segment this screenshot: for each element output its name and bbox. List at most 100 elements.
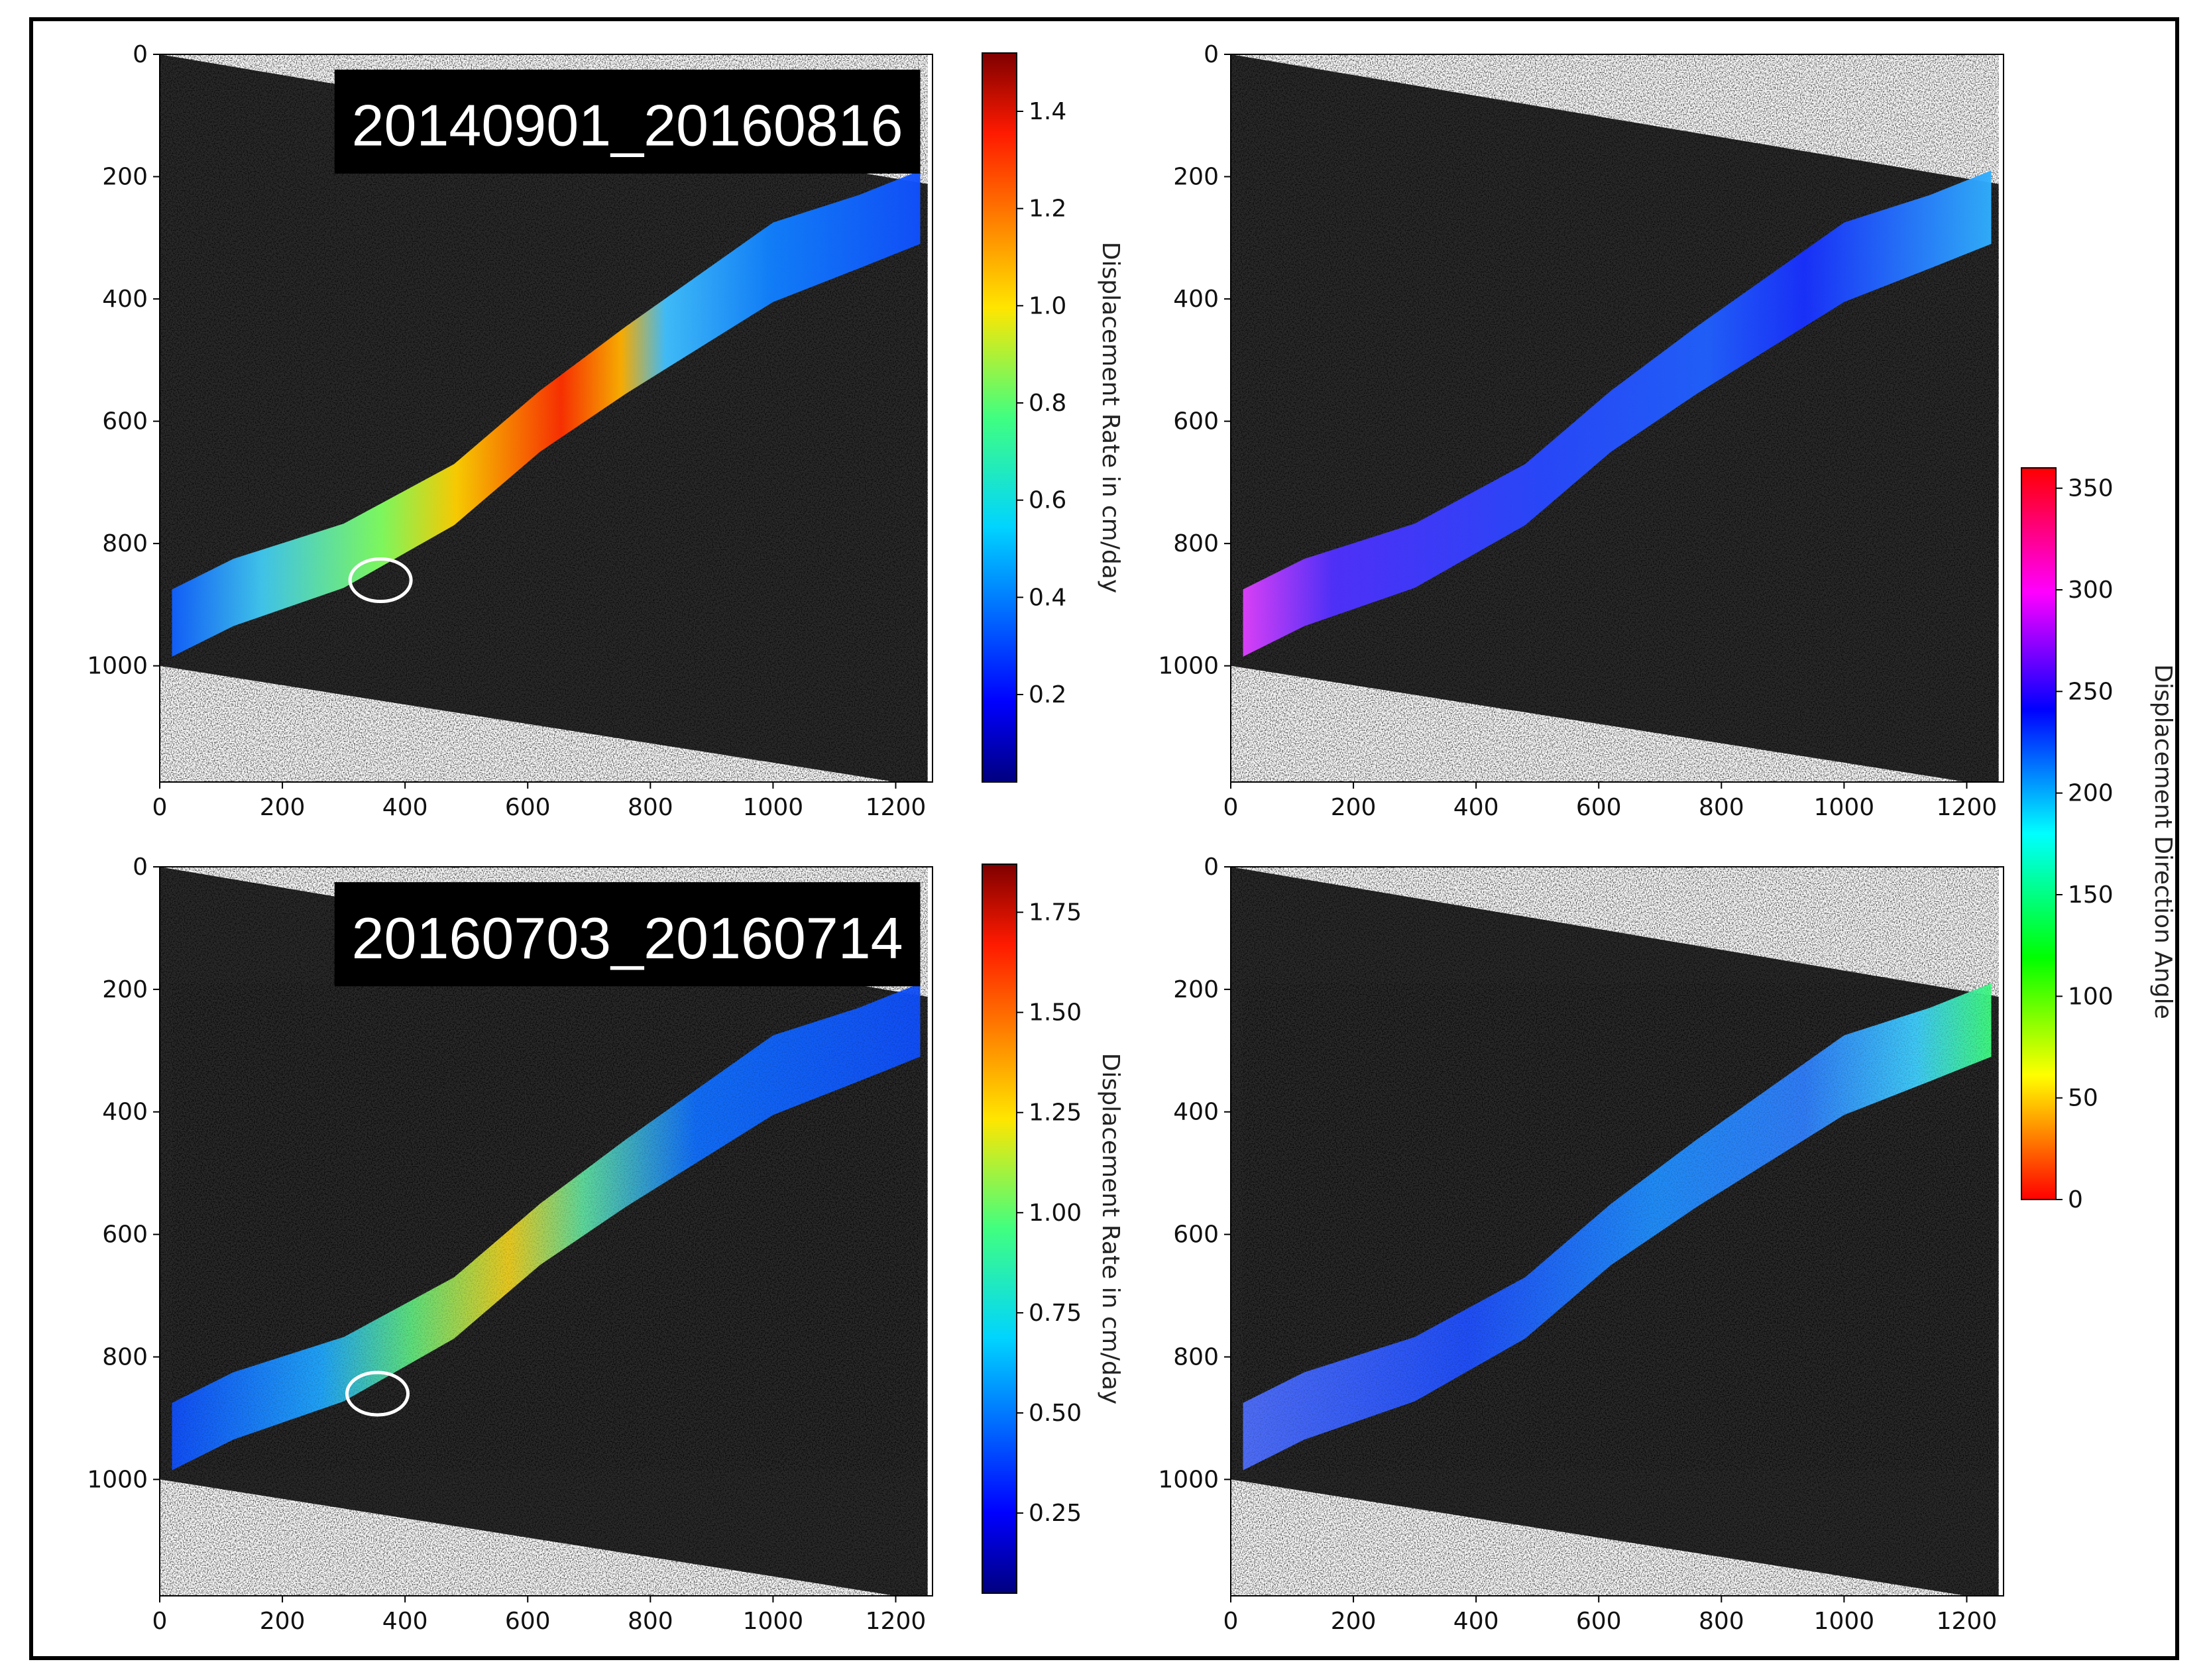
y-tick-label: 0 [133, 854, 148, 881]
figure-frame [29, 17, 2179, 1660]
y-tick-label: 0 [133, 41, 148, 68]
y-tick-label: 600 [102, 408, 148, 435]
x-tick-label: 0 [1223, 794, 1239, 821]
colorbar-label: Displacement Rate in cm/day [1097, 1053, 1124, 1404]
x-tick-label: 200 [1331, 794, 1377, 821]
x-tick-label: 200 [1331, 1608, 1377, 1635]
glacier-overlay-noise [172, 983, 921, 1471]
panel-top-right: 0 200 400 600 800 1000 1200 0 200 400 600 800 1000 [1158, 41, 2004, 821]
panel-top-left: 0 200 400 600 800 1000 1200 0 200 400 600 800 1000 20… [87, 41, 1124, 821]
y-tick-label: 200 [1173, 976, 1219, 1003]
x-tick-label: 800 [1699, 1608, 1744, 1635]
x-tick-label: 400 [1453, 1608, 1499, 1635]
colorbar-gradient [982, 52, 1017, 783]
x-tick-label: 1200 [1937, 1608, 1998, 1635]
y-tick-label: 400 [102, 1099, 148, 1126]
colorbar-tick-label: 1.0 [1029, 292, 1066, 319]
x-tick-label: 800 [628, 794, 673, 821]
x-tick-label: 1000 [743, 1608, 804, 1635]
x-tick-label: 600 [1576, 1608, 1622, 1635]
x-tick-label: 200 [260, 794, 306, 821]
colorbar-tick-label: 1.4 [1029, 98, 1066, 125]
glacier-overlay [1243, 170, 1992, 657]
colorbar-tick-label: 0.2 [1029, 681, 1066, 708]
colorbar-tick-label: 0.4 [1029, 584, 1066, 611]
y-tick-label: 800 [102, 530, 148, 557]
axes-frame [159, 866, 933, 1596]
x-tick-label: 0 [152, 794, 168, 821]
x-tick-label: 600 [505, 1608, 551, 1635]
colorbar-tick-label: 0 [2068, 1186, 2083, 1213]
x-tick-label: 800 [1699, 794, 1744, 821]
panel-image [1231, 54, 2004, 782]
colorbar-tick-label: 1.2 [1029, 196, 1066, 223]
y-tick-label: 1000 [87, 1466, 148, 1493]
panel-image [160, 54, 933, 782]
colorbar-tick-label: 1.25 [1029, 1099, 1082, 1127]
colorbar-tick-label: 0.50 [1029, 1400, 1082, 1427]
y-tick-label: 800 [1173, 530, 1219, 557]
colorbar-label: Displacement Direction Angle [2149, 664, 2177, 1019]
date-label-box [334, 70, 921, 174]
x-tick-label: 400 [382, 1608, 428, 1635]
x-tick-label: 1000 [1814, 1608, 1875, 1635]
date-label: 20160703_20160714 [352, 905, 903, 971]
annotation-ellipse [348, 557, 413, 604]
glacier-overlay-noise [1243, 983, 1992, 1471]
colorbar-tick-label: 100 [2068, 983, 2114, 1010]
colorbar-tick-label: 0.25 [1029, 1500, 1082, 1527]
x-tick-label: 400 [1453, 794, 1499, 821]
x-tick-label: 1200 [866, 794, 927, 821]
date-label: 20140901_20160816 [352, 93, 903, 158]
panel-bottom-left: 0 200 400 600 800 1000 1200 0 200 400 600 800 1000 20… [87, 854, 1124, 1635]
axes-frame [159, 54, 933, 783]
y-tick-label: 1000 [87, 653, 148, 680]
colorbar-gradient [982, 864, 1017, 1594]
y-tick-label: 200 [102, 976, 148, 1003]
panel-bottom-right: 0 200 400 600 800 1000 1200 0 200 400 600 800 1000 [1158, 854, 2004, 1635]
direction-colorbar: 0 50 100 150 200 250 300 350 Displacement Direct… [2021, 467, 2177, 1213]
x-tick-label: 1200 [1937, 794, 1998, 821]
colorbar-tick-label: 0.8 [1029, 390, 1066, 417]
x-tick-label: 1000 [1814, 794, 1875, 821]
date-label-box [334, 882, 921, 987]
colorbar-tick-label: 50 [2068, 1085, 2098, 1112]
y-tick-label: 200 [102, 164, 148, 191]
x-tick-label: 1200 [866, 1608, 927, 1635]
axes-frame [1230, 866, 2004, 1596]
y-tick-label: 800 [102, 1343, 148, 1371]
x-tick-label: 600 [505, 794, 551, 821]
y-tick-label: 800 [1173, 1343, 1219, 1371]
panel-image [160, 867, 933, 1596]
x-tick-label: 800 [628, 1608, 673, 1635]
y-tick-label: 400 [1173, 286, 1219, 313]
y-tick-label: 600 [102, 1221, 148, 1249]
colorbar-tick-label: 200 [2068, 780, 2114, 807]
x-tick-label: 200 [260, 1608, 306, 1635]
y-tick-label: 200 [1173, 164, 1219, 191]
y-tick-label: 0 [1204, 854, 1219, 881]
colorbar-tick-label: 350 [2068, 475, 2114, 502]
y-tick-label: 400 [1173, 1099, 1219, 1126]
rate-colorbar: 0.2 0.4 0.6 0.8 1.0 1.2 1.4 Displacement Rate i… [982, 52, 1124, 783]
colorbar-tick-label: 1.00 [1029, 1200, 1082, 1227]
rate-colorbar: 0.25 0.50 0.75 1.00 1.25 1.50 1.75 Displacement… [982, 864, 1124, 1594]
colorbar-tick-label: 1.75 [1029, 899, 1082, 926]
y-tick-label: 1000 [1158, 1466, 1219, 1493]
colorbar-label: Displacement Rate in cm/day [1097, 242, 1124, 593]
x-tick-label: 400 [382, 794, 428, 821]
colorbar-tick-label: 300 [2068, 577, 2114, 604]
y-tick-label: 600 [1173, 408, 1219, 435]
colorbar-gradient [2021, 467, 2057, 1200]
panel-image [1231, 867, 2004, 1596]
y-tick-label: 0 [1204, 41, 1219, 68]
colorbar-tick-label: 250 [2068, 678, 2114, 705]
x-tick-label: 0 [1223, 1608, 1239, 1635]
axes-frame [1230, 54, 2004, 783]
y-tick-label: 1000 [1158, 653, 1219, 680]
annotation-ellipse [345, 1371, 410, 1417]
x-tick-label: 0 [152, 1608, 168, 1635]
colorbar-tick-label: 0.75 [1029, 1300, 1082, 1327]
y-tick-label: 400 [102, 286, 148, 313]
